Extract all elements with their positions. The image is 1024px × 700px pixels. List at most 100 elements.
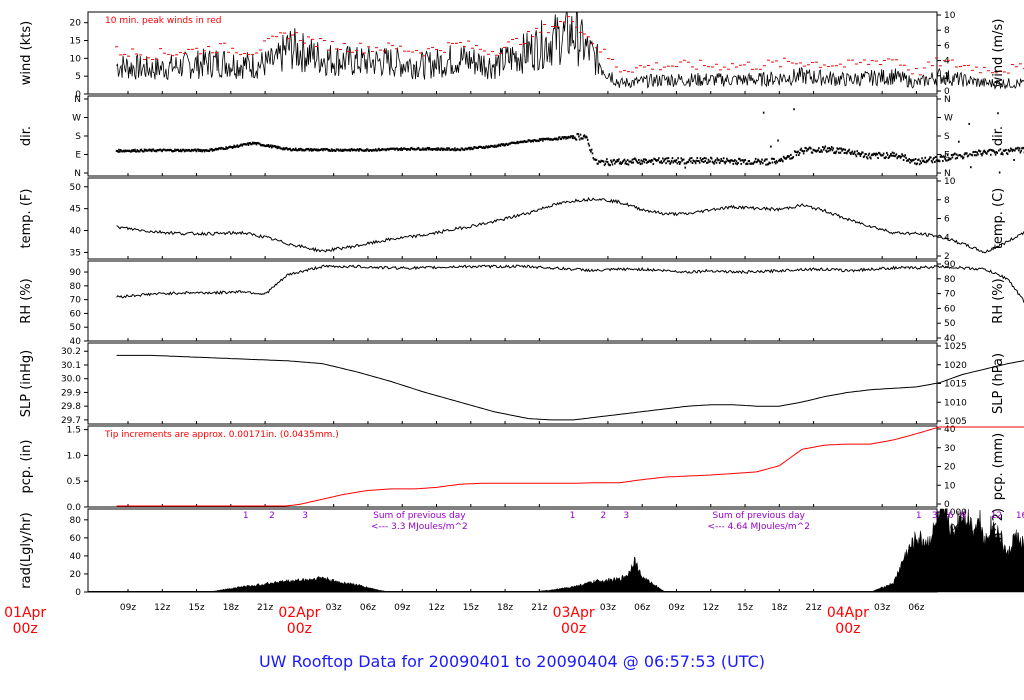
direction-point bbox=[118, 150, 121, 153]
direction-point bbox=[418, 147, 420, 150]
direction-point bbox=[715, 161, 718, 164]
direction-point bbox=[233, 144, 235, 147]
direction-point bbox=[966, 152, 968, 155]
left-tick-label: 29.7 bbox=[61, 416, 81, 426]
direction-point bbox=[1002, 153, 1004, 156]
direction-point bbox=[607, 163, 610, 166]
direction-point bbox=[829, 149, 831, 152]
y-axis-label-right: wind (m/s) bbox=[991, 19, 1006, 88]
direction-point bbox=[926, 160, 929, 163]
direction-point bbox=[374, 148, 377, 151]
direction-point bbox=[762, 111, 765, 114]
direction-point bbox=[446, 147, 448, 150]
direction-point bbox=[738, 157, 741, 160]
direction-point bbox=[678, 160, 680, 163]
direction-point bbox=[614, 162, 616, 165]
direction-point bbox=[202, 149, 205, 152]
direction-point bbox=[728, 159, 731, 162]
direction-point bbox=[130, 150, 132, 153]
direction-point bbox=[691, 162, 694, 165]
direction-point bbox=[776, 161, 779, 164]
direction-point bbox=[494, 144, 496, 147]
direction-point bbox=[606, 158, 608, 161]
direction-point bbox=[923, 160, 926, 163]
direction-point bbox=[914, 158, 917, 161]
direction-point bbox=[642, 160, 644, 163]
direction-point bbox=[294, 147, 297, 150]
direction-point bbox=[652, 163, 655, 166]
direction-point bbox=[140, 148, 143, 151]
left-tick-label: 40 bbox=[70, 337, 82, 347]
direction-point bbox=[626, 163, 628, 166]
direction-point bbox=[578, 138, 581, 141]
panel-pcp: 0.0 0.5 1.0 1.5 0 10 20 30 40 pcp. (in) pcp. (mm) T… bbox=[19, 425, 1024, 513]
direction-point bbox=[866, 157, 869, 160]
direction-point bbox=[921, 157, 923, 160]
direction-point bbox=[826, 150, 828, 153]
direction-point bbox=[135, 150, 138, 153]
left-tick-label: 20 bbox=[70, 570, 82, 580]
direction-point bbox=[925, 161, 927, 164]
direction-point bbox=[775, 159, 778, 162]
direction-point bbox=[946, 153, 949, 156]
direction-point bbox=[838, 147, 841, 150]
direction-point bbox=[823, 147, 826, 150]
direction-point bbox=[177, 148, 179, 151]
direction-point bbox=[650, 160, 652, 163]
direction-point bbox=[298, 147, 300, 150]
panel-annotation: 10 min. peak winds in red bbox=[105, 16, 222, 26]
direction-point bbox=[435, 147, 438, 150]
direction-point bbox=[274, 145, 276, 148]
direction-point bbox=[538, 138, 541, 141]
direction-point bbox=[410, 146, 413, 149]
direction-point bbox=[862, 151, 864, 154]
right-tick-label: 8 bbox=[944, 196, 950, 206]
direction-point bbox=[843, 152, 846, 155]
direction-point bbox=[657, 159, 659, 162]
direction-point bbox=[826, 147, 829, 150]
direction-point bbox=[1000, 153, 1003, 156]
direction-point bbox=[254, 141, 257, 144]
direction-point bbox=[879, 153, 882, 156]
direction-point bbox=[980, 153, 983, 156]
direction-point bbox=[687, 160, 690, 163]
direction-point bbox=[330, 148, 333, 151]
direction-point bbox=[326, 148, 329, 151]
direction-point bbox=[469, 148, 471, 151]
direction-point bbox=[931, 161, 934, 164]
direction-point bbox=[996, 151, 999, 154]
direction-point bbox=[557, 138, 559, 141]
panel-rad: 02040608002004006008001000rad(Lgly/hr)ra… bbox=[19, 508, 1024, 598]
direction-point bbox=[702, 157, 704, 160]
direction-point bbox=[767, 163, 770, 166]
direction-point bbox=[1011, 150, 1014, 153]
direction-point bbox=[660, 160, 663, 163]
direction-point bbox=[678, 163, 681, 166]
y-axis-label-right: pcp. (mm) bbox=[991, 433, 1006, 500]
time-tick-label: 06z bbox=[360, 603, 376, 613]
direction-point bbox=[890, 153, 892, 156]
right-tick-label: S bbox=[944, 132, 950, 142]
direction-point bbox=[297, 149, 299, 152]
direction-point bbox=[1009, 149, 1011, 152]
direction-point bbox=[970, 166, 972, 169]
right-tick-label: 6 bbox=[944, 41, 950, 51]
direction-point bbox=[1018, 147, 1021, 150]
direction-point bbox=[310, 147, 312, 150]
direction-point bbox=[532, 140, 535, 143]
direction-point bbox=[640, 159, 643, 162]
direction-point bbox=[778, 159, 780, 162]
left-tick-label: 60 bbox=[70, 534, 82, 544]
direction-point bbox=[190, 150, 192, 153]
wind-series bbox=[116, 11, 1024, 90]
direction-point bbox=[300, 148, 303, 151]
direction-point bbox=[619, 161, 622, 164]
direction-point bbox=[1010, 147, 1012, 150]
direction-point bbox=[758, 160, 761, 163]
left-tick-label: 15 bbox=[70, 37, 81, 47]
direction-point bbox=[1010, 148, 1013, 151]
direction-point bbox=[877, 157, 879, 160]
direction-point bbox=[713, 162, 715, 165]
direction-point bbox=[630, 161, 633, 164]
direction-point bbox=[962, 156, 965, 159]
